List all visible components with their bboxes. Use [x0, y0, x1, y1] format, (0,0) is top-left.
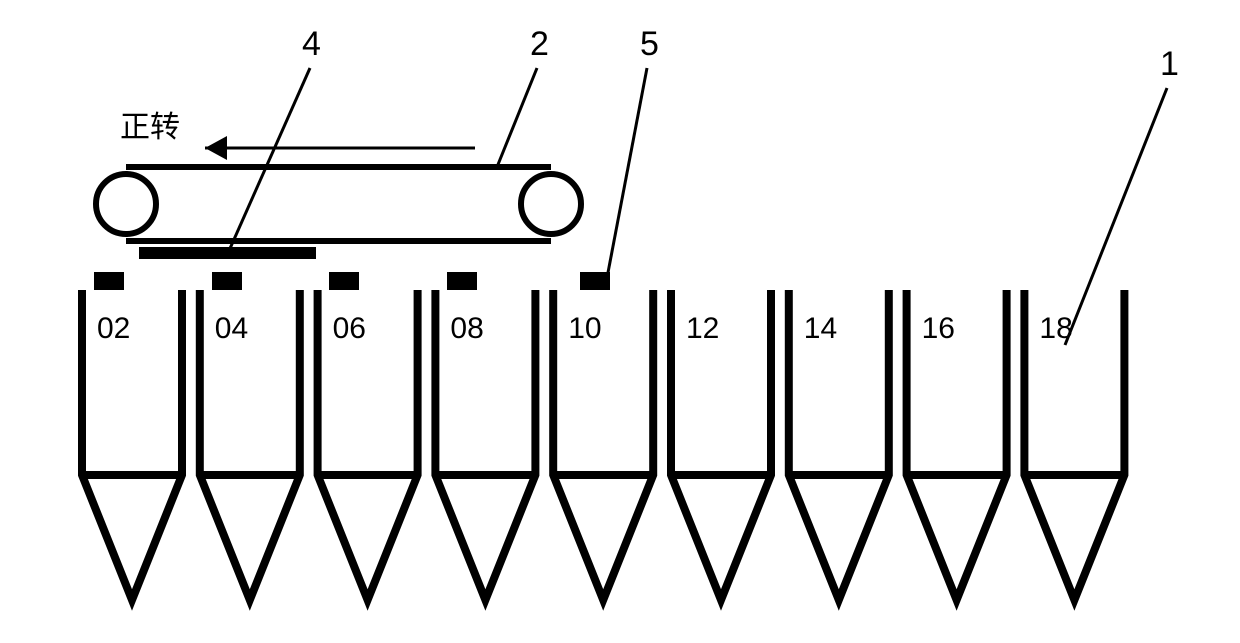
bin-label: 16	[922, 312, 955, 345]
sensor-block-0	[94, 272, 124, 290]
bin-18: 18	[1024, 290, 1124, 600]
bin-label: 08	[450, 312, 483, 345]
bin-label: 10	[568, 312, 601, 345]
bin-label: 12	[686, 312, 719, 345]
label-num4: 4	[302, 25, 321, 63]
belt-roller-right	[521, 174, 581, 234]
label-num2: 2	[530, 25, 549, 63]
bin-label: 02	[97, 312, 130, 345]
sensor-block-3	[447, 272, 477, 290]
label-num5: 5	[640, 25, 659, 63]
bin-label: 04	[215, 312, 248, 345]
bin-14: 14	[789, 290, 889, 600]
leader-l2	[497, 68, 537, 167]
bin-16: 16	[907, 290, 1007, 600]
bin-label: 14	[804, 312, 837, 345]
direction-arrow	[205, 136, 475, 160]
bin-12: 12	[671, 290, 771, 600]
leader-l5	[606, 68, 647, 283]
sensor-block-2	[329, 272, 359, 290]
bin-label: 06	[333, 312, 366, 345]
belt-roller-left	[96, 174, 156, 234]
belt	[96, 167, 581, 241]
sensor-block-1	[212, 272, 242, 290]
bin-02: 02	[82, 290, 182, 600]
bin-06: 06	[318, 290, 418, 600]
label-rotation: 正转	[120, 111, 180, 144]
label-num1: 1	[1160, 45, 1179, 83]
leader-l4	[228, 68, 310, 253]
bin-10: 10	[553, 290, 653, 600]
plate	[139, 247, 316, 259]
bin-08: 08	[435, 290, 535, 600]
bin-04: 04	[200, 290, 300, 600]
